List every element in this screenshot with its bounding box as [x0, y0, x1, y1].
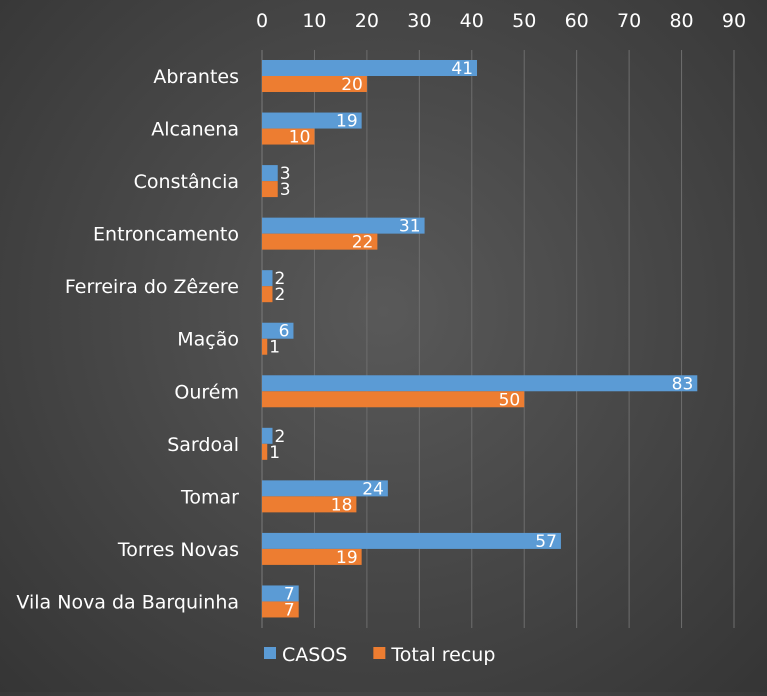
data-label: 1	[269, 443, 280, 463]
bar	[262, 601, 299, 618]
data-label: 1	[269, 338, 280, 358]
bar	[262, 548, 362, 565]
legend-label: Total recup	[390, 644, 495, 666]
data-label: 18	[331, 495, 353, 515]
data-label: 2	[274, 427, 285, 447]
bar	[262, 585, 299, 602]
bar	[262, 76, 367, 92]
bar	[262, 128, 315, 145]
data-label: 2	[274, 269, 285, 289]
bar	[262, 233, 378, 250]
category-labels: Abrantes Alcanena Constância Entroncamento F…	[16, 66, 239, 613]
x-tick-label: 50	[512, 10, 536, 32]
data-label: 20	[341, 75, 363, 95]
bar	[262, 338, 268, 355]
legend-swatch	[373, 647, 386, 659]
x-tick-label: 90	[722, 10, 746, 32]
category-label: Constância	[134, 171, 239, 193]
data-label: 50	[499, 390, 521, 410]
data-label: 31	[399, 217, 421, 237]
bar	[262, 217, 425, 234]
bar	[262, 391, 525, 408]
x-axis-ticks: 0 10 20 30 40 50 60 70 80 90	[256, 10, 746, 32]
x-tick-label: 20	[355, 10, 379, 32]
x-tick-label: 60	[565, 10, 589, 32]
data-label: 22	[352, 233, 374, 253]
data-label: 57	[535, 532, 557, 552]
bar	[262, 427, 273, 444]
category-label: Tomar	[180, 486, 239, 508]
data-label: 24	[362, 479, 384, 499]
category-label: Torres Novas	[117, 539, 239, 561]
category-label: Ferreira do Zêzere	[65, 276, 239, 298]
legend: CASOS Total recup	[264, 644, 495, 666]
category-label: Ourém	[174, 381, 239, 403]
data-label: 2	[274, 285, 285, 305]
bar	[262, 270, 273, 287]
data-label: 3	[280, 164, 291, 184]
bar	[262, 443, 268, 460]
category-label: Entroncamento	[93, 224, 239, 246]
data-label: 3	[280, 180, 291, 200]
x-tick-label: 40	[460, 10, 484, 32]
legend-swatch	[264, 647, 276, 659]
bars	[262, 60, 698, 618]
category-label: Alcanena	[151, 119, 239, 141]
gridlines	[261, 50, 735, 628]
bar	[262, 480, 388, 497]
bar	[262, 322, 294, 339]
bar	[262, 181, 278, 198]
bar	[262, 496, 357, 513]
data-label: 7	[284, 600, 295, 620]
category-label: Sardoal	[167, 434, 239, 456]
bar	[262, 112, 362, 129]
bar	[262, 375, 698, 392]
data-label: 6	[279, 322, 290, 342]
data-label: 19	[336, 548, 358, 568]
data-label: 7	[284, 584, 295, 604]
legend-label: CASOS	[282, 644, 347, 666]
data-label: 19	[336, 112, 358, 132]
x-tick-label: 70	[617, 10, 641, 32]
category-label: Vila Nova da Barquinha	[16, 591, 239, 613]
bar	[262, 165, 278, 182]
category-label: Abrantes	[153, 66, 239, 88]
data-label: 10	[289, 128, 311, 148]
category-label: Mação	[177, 329, 239, 351]
bar	[262, 286, 273, 303]
x-tick-label: 80	[669, 10, 693, 32]
data-label: 41	[451, 59, 473, 79]
data-label: 83	[672, 374, 694, 394]
bar	[262, 532, 561, 549]
x-tick-label: 30	[407, 10, 431, 32]
x-tick-label: 0	[256, 10, 268, 32]
bar	[262, 60, 478, 76]
x-tick-label: 10	[302, 10, 326, 32]
